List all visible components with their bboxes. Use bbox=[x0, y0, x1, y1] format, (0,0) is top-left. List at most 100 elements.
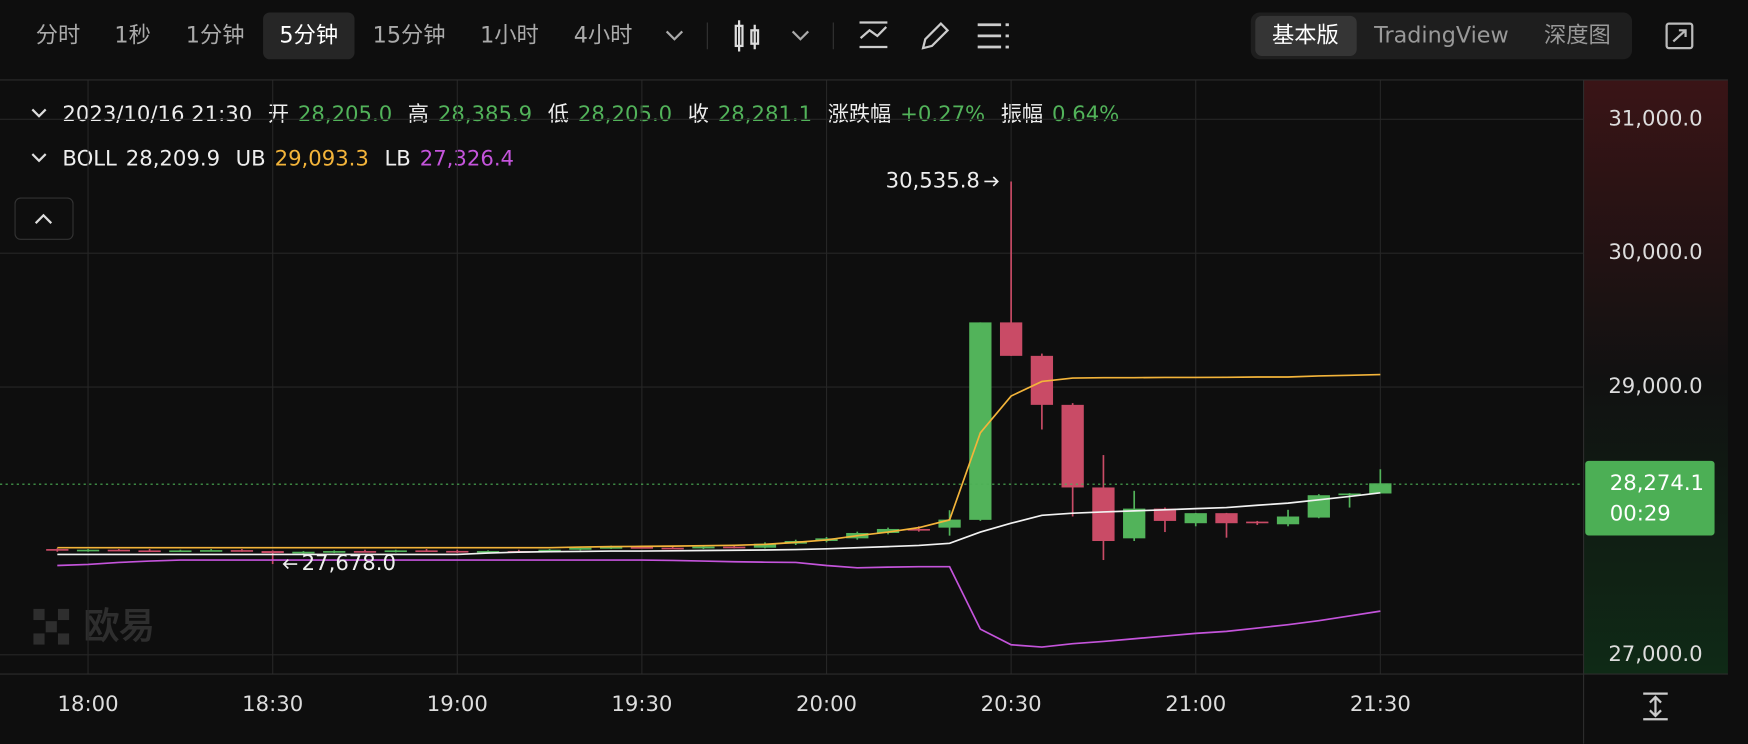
legend-text: 2023/10/16 21:30 bbox=[62, 101, 252, 126]
fullscreen-icon[interactable] bbox=[1665, 22, 1694, 50]
x-tick-label: 20:30 bbox=[981, 691, 1042, 716]
x-tick-label: 18:30 bbox=[242, 691, 303, 716]
legend-text: UB bbox=[236, 146, 266, 171]
collapse-button[interactable] bbox=[14, 197, 74, 240]
price-axis-bg bbox=[1583, 80, 1728, 674]
indicator-icon[interactable] bbox=[859, 21, 888, 49]
price-annotation: 30,535.8 bbox=[886, 167, 980, 192]
legend-text: 28,281.1 bbox=[718, 101, 812, 126]
boll-legend: BOLL 28,209.9 UB 29,093.3 LB 27,326.4 bbox=[62, 146, 514, 171]
ohlc-legend: 2023/10/16 21:30 开 28,205.0 高 28,385.9 低 28,20… bbox=[62, 101, 1119, 126]
candle-body bbox=[692, 546, 715, 549]
x-tick-label: 19:30 bbox=[611, 691, 672, 716]
candle-body bbox=[46, 549, 69, 551]
legend-text: 振幅 bbox=[1001, 101, 1043, 126]
x-tick-label: 21:30 bbox=[1350, 691, 1411, 716]
candle-body bbox=[969, 322, 992, 520]
candle-body bbox=[230, 550, 254, 552]
candle-type-icon[interactable] bbox=[734, 20, 760, 52]
candle-body bbox=[630, 547, 654, 549]
legend-text: 28,385.9 bbox=[438, 101, 532, 126]
legend-chevrons[interactable] bbox=[31, 108, 47, 163]
interval-tab[interactable]: 1小时 bbox=[480, 22, 539, 48]
x-tick-label: 18:00 bbox=[58, 691, 119, 716]
candle-body bbox=[169, 550, 192, 553]
interval-tab[interactable]: 分时 bbox=[36, 22, 81, 48]
candle-body bbox=[723, 546, 746, 549]
candle-body bbox=[876, 528, 900, 533]
candle-body bbox=[538, 549, 561, 552]
x-tick-label: 20:00 bbox=[796, 691, 857, 716]
countdown: 00:29 bbox=[1610, 500, 1671, 525]
legend-text: 涨跌幅 bbox=[828, 101, 892, 126]
legend-text: 28,205.0 bbox=[298, 101, 392, 126]
last-price-label: 28,274.1 bbox=[1610, 470, 1704, 495]
candle-body bbox=[446, 550, 469, 553]
y-tick-label: 27,000.0 bbox=[1608, 641, 1702, 666]
candle-body bbox=[1246, 521, 1269, 524]
candle-body bbox=[599, 547, 623, 549]
y-tick-label: 31,000.0 bbox=[1608, 105, 1702, 130]
candle-body bbox=[938, 519, 961, 528]
candle-body bbox=[76, 549, 100, 552]
view-tab[interactable]: 基本版 bbox=[1272, 22, 1339, 48]
more-intervals[interactable] bbox=[665, 30, 684, 41]
annotation-arrow bbox=[984, 176, 999, 187]
legend-text: 高 bbox=[408, 101, 429, 126]
candle-body bbox=[107, 549, 130, 552]
candle-body bbox=[1184, 513, 1207, 524]
candle-body bbox=[384, 550, 407, 553]
interval-tab[interactable]: 1秒 bbox=[114, 22, 150, 48]
boll-line bbox=[57, 559, 1381, 648]
annotation-arrow bbox=[282, 558, 298, 570]
legend-text: 28,205.0 bbox=[578, 101, 672, 126]
candle-type-dropdown[interactable] bbox=[791, 30, 810, 41]
interval-tab[interactable]: 5分钟 bbox=[279, 22, 338, 48]
candle-body bbox=[661, 547, 684, 550]
interval-tab[interactable]: 15分钟 bbox=[373, 22, 446, 48]
legend-text: 29,093.3 bbox=[275, 146, 369, 171]
candle-body bbox=[1338, 493, 1361, 496]
candle-body bbox=[323, 551, 346, 553]
candle-body bbox=[907, 528, 930, 531]
x-tick-label: 21:00 bbox=[1165, 691, 1226, 716]
candle-body bbox=[261, 551, 284, 554]
legend-text: BOLL bbox=[62, 146, 117, 171]
legend-text: LB bbox=[384, 146, 410, 171]
legend-text: 低 bbox=[548, 101, 569, 126]
interval-tab[interactable]: 4小时 bbox=[574, 22, 633, 48]
candle-body bbox=[415, 550, 438, 553]
candle-body bbox=[353, 551, 377, 553]
candle-body bbox=[292, 551, 315, 554]
watermark: 欧易 bbox=[84, 606, 155, 647]
candle-body bbox=[1369, 483, 1392, 494]
interval-tab[interactable]: 1分钟 bbox=[186, 22, 245, 48]
settings-icon[interactable] bbox=[977, 23, 1009, 49]
price-annotation: 27,678.0 bbox=[302, 550, 396, 575]
resize-icon[interactable] bbox=[1643, 692, 1668, 721]
legend-text: 开 bbox=[268, 101, 289, 126]
y-tick-label: 29,000.0 bbox=[1608, 373, 1702, 398]
boll-line bbox=[57, 373, 1381, 549]
candle-body bbox=[199, 550, 223, 552]
x-tick-label: 19:00 bbox=[427, 691, 488, 716]
candle-body bbox=[1215, 513, 1238, 524]
boll-line bbox=[57, 492, 1381, 556]
legend-text: 0.64% bbox=[1052, 101, 1119, 126]
view-tab[interactable]: TradingView bbox=[1373, 22, 1509, 48]
draw-icon[interactable] bbox=[921, 22, 950, 50]
candle-body bbox=[1061, 404, 1084, 488]
view-tab[interactable]: 深度图 bbox=[1544, 22, 1611, 48]
selected-tab-bg bbox=[263, 12, 355, 60]
watermark-logo bbox=[33, 608, 70, 645]
last-price-tag bbox=[1585, 460, 1715, 536]
candle-body bbox=[1030, 355, 1054, 405]
candle-body bbox=[1276, 516, 1300, 525]
y-tick-label: 30,000.0 bbox=[1608, 239, 1702, 264]
legend-text: +0.27% bbox=[900, 101, 985, 126]
candle-body bbox=[1123, 508, 1146, 539]
legend-text: 收 bbox=[688, 101, 709, 126]
candle-body bbox=[138, 550, 161, 553]
